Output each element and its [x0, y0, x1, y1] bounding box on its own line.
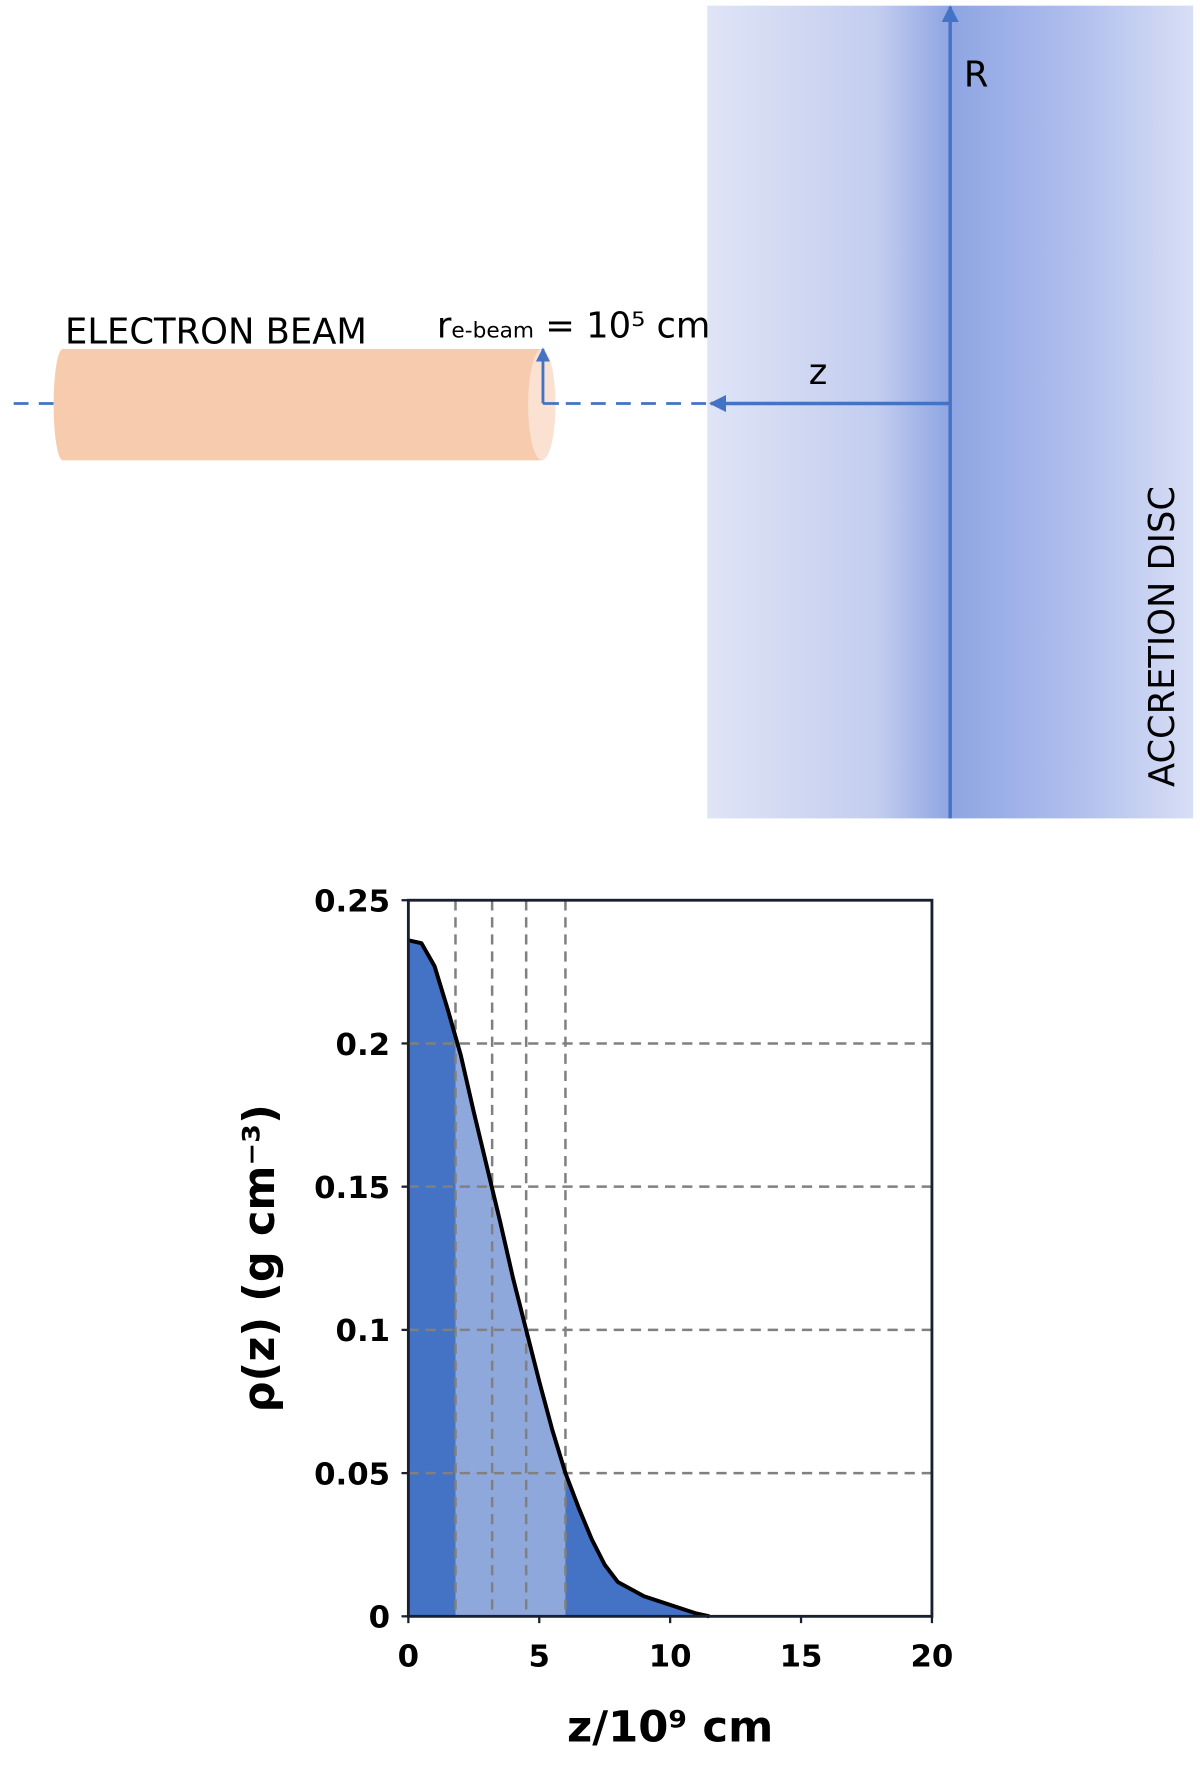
r-label: R	[964, 54, 989, 95]
beam-label: ELECTRON BEAM	[65, 311, 367, 352]
x-tick-label: 15	[780, 1638, 823, 1674]
x-axis-label: z/10⁹ cm	[567, 1702, 773, 1752]
x-tick-label: 10	[649, 1638, 692, 1674]
highlight-area	[455, 1036, 566, 1617]
y-tick-label: 0.05	[314, 1457, 390, 1493]
y-tick-label: 0.2	[336, 1027, 391, 1063]
y-tick-label: 0.15	[314, 1170, 390, 1206]
y-tick-label: 0.1	[336, 1313, 391, 1349]
radius-symbol: r	[437, 306, 452, 347]
radius-value: = 10⁵ cm	[534, 306, 710, 347]
beam-radius-label: re-beam = 10⁵ cm	[437, 306, 710, 347]
chart: 0 0.05 0.1 0.15 0.2 0.25 0 5 10 15 20 z/10⁹ cm ρ(z) …	[235, 884, 954, 1753]
radius-subscript: e-beam	[451, 319, 534, 344]
x-tick-label: 5	[529, 1638, 550, 1674]
x-tick-label: 20	[911, 1638, 954, 1674]
x-tick-label: 0	[398, 1638, 419, 1674]
z-label: z	[809, 352, 828, 393]
y-tick-label: 0.25	[314, 884, 390, 920]
y-tick-label: 0	[369, 1600, 390, 1636]
curve	[407, 938, 710, 1619]
disc-label: ACCRETION DISC	[1142, 486, 1183, 787]
electron-beam	[53, 348, 556, 461]
y-axis-label: ρ(z) (g cm⁻³)	[235, 1104, 285, 1412]
